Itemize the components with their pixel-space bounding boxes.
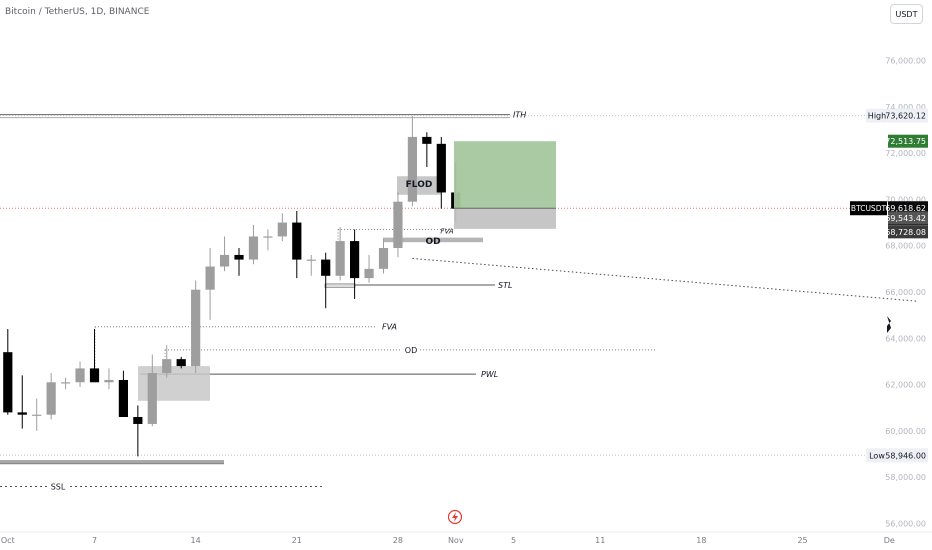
candle-body bbox=[378, 248, 389, 269]
candle-body bbox=[205, 266, 215, 290]
candle-body bbox=[176, 359, 186, 367]
y-tick-label: 64,000.00 bbox=[885, 334, 926, 343]
candle-body bbox=[104, 379, 114, 383]
y-tick-label: 74,000.00 bbox=[885, 103, 926, 112]
stop-price-tag: 69,543.42 bbox=[885, 214, 926, 223]
y-tick-label: 56,000.00 bbox=[885, 520, 926, 529]
candle-body bbox=[407, 136, 417, 202]
x-tick-label: 14 bbox=[191, 536, 201, 545]
stl-label: STL bbox=[498, 281, 512, 290]
y-tick-label: 72,000.00 bbox=[885, 149, 926, 158]
x-tick-label: Nov bbox=[448, 536, 464, 545]
candle-body bbox=[234, 254, 244, 260]
flash-icon-ring bbox=[447, 509, 463, 525]
candle-body bbox=[436, 143, 446, 193]
candle-body bbox=[147, 373, 157, 424]
od-label: OD bbox=[405, 346, 417, 355]
candle-body bbox=[61, 382, 71, 384]
high-tag-label: High bbox=[868, 112, 886, 121]
candle-body bbox=[277, 222, 287, 237]
candle-body bbox=[306, 259, 316, 261]
dotted-trendline bbox=[412, 257, 919, 302]
candle-body bbox=[32, 414, 42, 416]
stl-zone bbox=[324, 283, 356, 288]
ith-label: ITH bbox=[513, 111, 526, 120]
candle-body bbox=[248, 236, 259, 260]
flash-icon bbox=[452, 512, 458, 522]
candle-body bbox=[162, 359, 172, 374]
target-price-tag: 72,513.75 bbox=[885, 137, 926, 146]
candle-body bbox=[191, 289, 201, 367]
candle-body bbox=[263, 236, 273, 238]
low-value: 58,946.00 bbox=[885, 451, 926, 460]
high-value-bg bbox=[888, 108, 928, 123]
low-tag-bg bbox=[866, 448, 888, 463]
od-zone-label: OD bbox=[425, 237, 440, 247]
symbol-tag-bg bbox=[850, 201, 887, 216]
loss-zone bbox=[454, 208, 556, 229]
candle-body bbox=[364, 268, 374, 279]
scroll-arrow-icon bbox=[887, 316, 891, 333]
candle-body bbox=[350, 241, 360, 279]
stop-price-tag-bg bbox=[888, 211, 928, 225]
fva-label: FVA bbox=[382, 323, 397, 332]
y-tick-label: 68,000.00 bbox=[885, 242, 926, 251]
high-tag-bg bbox=[866, 108, 888, 123]
last-price-tag: 69,618.62 bbox=[885, 204, 926, 213]
od-zone bbox=[383, 237, 483, 243]
x-tick-label: 18 bbox=[696, 536, 706, 545]
flod-label: FLOD bbox=[406, 180, 433, 190]
currency-button[interactable]: USDT bbox=[890, 4, 923, 24]
candle-body bbox=[89, 368, 100, 383]
fva-zone-label: FVA bbox=[440, 228, 453, 236]
low-value-bg bbox=[888, 448, 928, 463]
candle-body bbox=[335, 241, 345, 276]
candle-body bbox=[393, 201, 403, 249]
candle-body bbox=[321, 259, 331, 276]
candle-body bbox=[219, 254, 230, 267]
x-tick-label: 21 bbox=[292, 536, 302, 545]
x-tick-label: 7 bbox=[92, 536, 97, 545]
high-value: 73,620.12 bbox=[885, 112, 926, 121]
x-tick-label: 25 bbox=[797, 536, 807, 545]
y-tick-label: 76,000.00 bbox=[885, 57, 926, 66]
candle-body bbox=[292, 222, 302, 260]
previous-price-tag-bg bbox=[888, 225, 928, 239]
previous-price-tag: 68,728.08 bbox=[885, 228, 926, 237]
y-tick-label: 70,000.00 bbox=[885, 195, 926, 204]
x-tick-label: 11 bbox=[595, 536, 605, 545]
candle-body bbox=[17, 412, 27, 415]
candle-body bbox=[46, 382, 56, 415]
pwl-label: PWL bbox=[481, 370, 498, 379]
x-tick-label: 5 bbox=[511, 536, 516, 545]
x-tick-label: 28 bbox=[393, 536, 403, 545]
candle-body bbox=[3, 352, 13, 413]
y-tick-label: 62,000.00 bbox=[885, 381, 926, 390]
profit-zone bbox=[454, 141, 556, 209]
x-tick-label: De bbox=[884, 536, 895, 545]
ssl-label-bg bbox=[48, 481, 68, 492]
candle-body bbox=[118, 379, 128, 418]
candle-body bbox=[422, 136, 432, 144]
candle-body bbox=[75, 368, 85, 383]
ssl-label: SSL bbox=[51, 482, 66, 491]
candle-body bbox=[133, 417, 143, 424]
low-tag-label: Low bbox=[869, 451, 885, 460]
target-price-tag-bg bbox=[888, 134, 928, 148]
symbol-legend: Bitcoin / TetherUS, 1D, BINANCE bbox=[5, 7, 150, 17]
y-tick-label: 60,000.00 bbox=[885, 427, 926, 436]
y-tick-label: 66,000.00 bbox=[885, 288, 926, 297]
symbol-tag: BTCUSDT bbox=[851, 204, 887, 213]
y-tick-label: 58,000.00 bbox=[885, 473, 926, 482]
x-tick-label: Oct bbox=[1, 536, 15, 545]
